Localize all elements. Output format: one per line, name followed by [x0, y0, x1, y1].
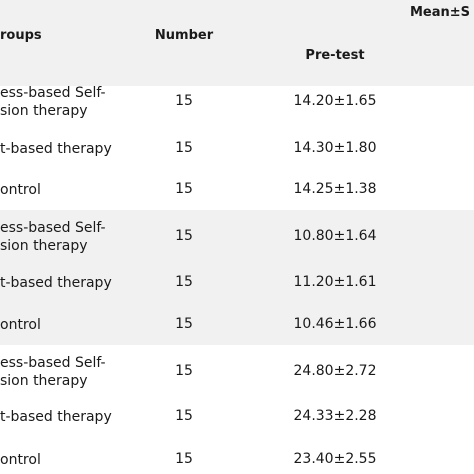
- group-name: ontrol: [0, 317, 41, 333]
- pretest-header: Pre-test: [305, 48, 365, 63]
- group-name: ess-based Self-: [0, 355, 106, 371]
- group-name: ess-based Self-: [0, 85, 106, 101]
- group-name: sion therapy: [0, 238, 88, 254]
- number-cell: 15: [175, 408, 193, 424]
- number-cell: 15: [175, 451, 193, 467]
- group-name: t-based therapy: [0, 409, 112, 425]
- number-cell: 15: [175, 140, 193, 156]
- pretest-cell: 14.25±1.38: [293, 181, 377, 197]
- row-band: [0, 210, 474, 345]
- pretest-cell: 24.80±2.72: [293, 363, 377, 379]
- group-name: t-based therapy: [0, 275, 112, 291]
- pretest-cell: 10.46±1.66: [293, 316, 377, 332]
- pretest-cell: 23.40±2.55: [293, 451, 377, 467]
- number-cell: 15: [175, 93, 193, 109]
- number-cell: 15: [175, 316, 193, 332]
- pretest-cell: 14.20±1.65: [293, 93, 377, 109]
- pretest-cell: 24.33±2.28: [293, 408, 377, 424]
- group-name: ontrol: [0, 452, 41, 468]
- number-cell: 15: [175, 274, 193, 290]
- number-cell: 15: [175, 181, 193, 197]
- group-name: sion therapy: [0, 373, 88, 389]
- number-cell: 15: [175, 228, 193, 244]
- group-name: ontrol: [0, 182, 41, 198]
- groups-header: roups: [0, 28, 42, 43]
- group-name: sion therapy: [0, 103, 88, 119]
- group-name: t-based therapy: [0, 141, 112, 157]
- header-band: [0, 0, 474, 86]
- pretest-cell: 11.20±1.61: [293, 274, 377, 290]
- pretest-cell: 10.80±1.64: [293, 228, 377, 244]
- group-name: ess-based Self-: [0, 220, 106, 236]
- number-header: Number: [154, 28, 214, 43]
- number-cell: 15: [175, 363, 193, 379]
- mean-sd-header: Mean±S: [410, 5, 471, 20]
- pretest-cell: 14.30±1.80: [293, 140, 377, 156]
